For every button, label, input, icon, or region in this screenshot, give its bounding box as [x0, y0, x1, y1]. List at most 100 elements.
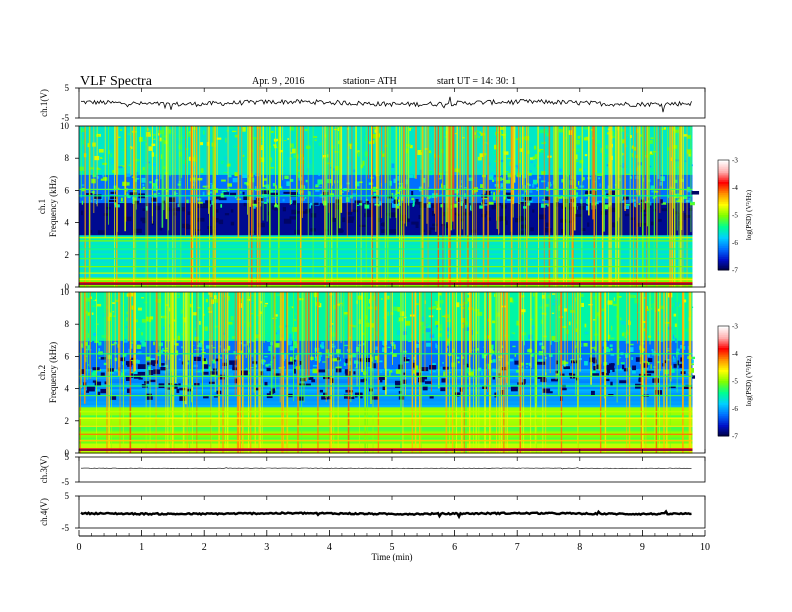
- ch2-spectrogram-sferic: [523, 292, 525, 453]
- ch2-spectrogram-noise: [620, 317, 622, 321]
- ch2-spectrogram-noise: [552, 293, 556, 295]
- ch2-spectrogram-sferic: [293, 292, 294, 389]
- ch1-spectrogram-colorbar-step: [718, 165, 729, 168]
- ch2-spectrogram-sferic: [209, 292, 211, 365]
- ch2-spectrogram-noise: [332, 358, 338, 362]
- ch2-spectrogram-sferic: [239, 292, 242, 453]
- ch2-spectrogram-sferic: [308, 292, 310, 378]
- ch2-spectrogram-noise: [607, 334, 611, 340]
- ch1-spectrogram-sferic: [441, 126, 443, 224]
- ch2-spectrogram-dark: [353, 371, 356, 375]
- ch1-spectrogram-noise: [158, 139, 164, 141]
- ch1-spectrogram-sferic: [156, 126, 158, 287]
- ch1-spectrogram-noise: [148, 146, 153, 151]
- ch2-spectrogram-dark: [606, 364, 615, 370]
- ch1-spectrogram-sferic: [216, 126, 218, 175]
- ch2-spectrogram-noise: [554, 298, 559, 302]
- ch2-spectrogram-sferic: [649, 292, 651, 345]
- ch2-spectrogram-noise: [370, 368, 374, 372]
- ch2-spectrogram-sferic: [172, 292, 174, 453]
- ch1-spectrogram-noise: [317, 179, 323, 185]
- ch1-spectrogram-noise: [654, 190, 659, 193]
- ch1-spectrogram-colorbar-step: [718, 169, 729, 172]
- ch1-spectrogram-noise: [393, 132, 398, 136]
- ch2-spectrogram-noise: [474, 349, 476, 351]
- ch2-spectrogram-noise: [289, 321, 292, 325]
- ch2-spectrogram-noise: [618, 357, 622, 359]
- ch2-spectrogram-dark: [153, 369, 161, 375]
- ch1-spectrogram-dark: [359, 224, 367, 227]
- ch2-spectrogram-sferic: [683, 292, 685, 345]
- ch1-spectrogram-dark: [97, 230, 106, 235]
- ch2-spectrogram-dark: [138, 377, 143, 380]
- ch1-spectrogram-noise: [577, 135, 582, 139]
- ch1-spectrogram-noise: [141, 177, 146, 183]
- ch1-spectrogram-noise: [659, 181, 662, 186]
- ch1-spectrogram-sferic: [582, 126, 584, 182]
- ch2-spectrogram-sferic: [234, 292, 236, 397]
- ch1-spectrogram-noise: [82, 139, 85, 145]
- ch2-spectrogram-noise: [652, 303, 655, 306]
- ch1-spectrogram-noise: [661, 203, 667, 205]
- ch2-spectrogram-dark: [380, 379, 383, 383]
- ch1-spectrogram-noise: [127, 133, 131, 135]
- ch1-spectrogram-noise: [479, 153, 485, 158]
- ch2-spectrogram-noise: [140, 339, 143, 343]
- ch2-spectrogram-band: [79, 436, 693, 440]
- ch2-spectrogram-colorbar-step: [718, 366, 729, 369]
- ch2-spectrogram-dark: [403, 372, 406, 375]
- ch2-spectrogram-dark: [440, 387, 446, 392]
- ch1-spectrogram-noise: [657, 174, 661, 179]
- ch2-spectrogram-colorbar-step: [718, 353, 729, 356]
- ch2-spectrogram-carrier-line: [79, 411, 693, 413]
- ch2-spectrogram-noise: [247, 299, 252, 301]
- ch1-spectrogram-dark: [584, 192, 589, 195]
- ch2-spectrogram-noise: [497, 351, 500, 353]
- ch2-spectrogram-noise: [446, 347, 448, 352]
- ch2-spectrogram-noise: [147, 366, 151, 371]
- ch1-spectrogram-noise: [393, 147, 397, 149]
- ch1-spectrogram-noise: [649, 165, 652, 168]
- ch2-spectrogram-noise: [353, 360, 359, 364]
- ch2-spectrogram-dark: [203, 395, 209, 399]
- ch1-spectrogram-noise: [321, 135, 323, 140]
- ch2-spectrogram-noise: [649, 295, 653, 301]
- ch2-spectrogram-dark: [632, 365, 637, 371]
- ch2-spectrogram-noise: [220, 324, 222, 328]
- ch2-spectrogram-sferic: [246, 292, 248, 346]
- ch1-spectrogram-dark: [354, 200, 363, 204]
- ch2-spectrogram-noise: [264, 304, 267, 308]
- ch1-spectrogram-noise: [411, 126, 413, 130]
- ch1-spectrogram-noise: [211, 201, 213, 205]
- x-axis-tick-label-2: 2: [202, 542, 207, 553]
- ch1-spectrogram-noise: [207, 192, 210, 196]
- ch1-spectrogram-sferic: [247, 126, 248, 215]
- ch2-spectrogram-colorbar-step: [718, 399, 729, 402]
- ch2-spectrogram-noise: [523, 321, 528, 324]
- ch1-spectrogram-ytick-label: 10: [60, 121, 70, 131]
- ch1-spectrogram-band: [79, 222, 693, 226]
- ch2-spectrogram-sferic: [390, 292, 392, 345]
- ch2-spectrogram-sferic: [210, 292, 212, 453]
- ch1-spectrogram-noise: [577, 181, 580, 186]
- ch2-spectrogram-noise: [491, 350, 495, 354]
- ch1-spectrogram-dark: [507, 196, 514, 199]
- ch1-spectrogram-noise: [582, 177, 585, 181]
- ch2-spectrogram-colorbar-step: [718, 379, 729, 382]
- ch2-spectrogram-sferic-strong: [106, 292, 108, 453]
- ch2-spectrogram-dark: [110, 395, 117, 400]
- ch2-spectrogram-sferic: [449, 292, 450, 453]
- ch1-spectrogram-band: [79, 186, 693, 189]
- ch2-spectrogram-noise: [266, 337, 271, 342]
- ch2-spectrogram-sferic: [343, 292, 345, 359]
- ch1-spectrogram-noise: [496, 133, 501, 137]
- ch2-spectrogram-noise: [247, 322, 252, 327]
- ch1-spectrogram-noise: [108, 150, 110, 155]
- ch1-spectrogram-noise: [129, 147, 132, 150]
- ch2-spectrogram-sferic: [149, 292, 151, 453]
- ch2-spectrogram-noise: [486, 335, 492, 339]
- ch2-spectrogram-carrier-line: [79, 433, 693, 435]
- ch1-spectrogram-noise: [148, 132, 151, 137]
- ch2-spectrogram-sferic: [580, 292, 582, 358]
- ch2-spectrogram-noise: [530, 353, 534, 357]
